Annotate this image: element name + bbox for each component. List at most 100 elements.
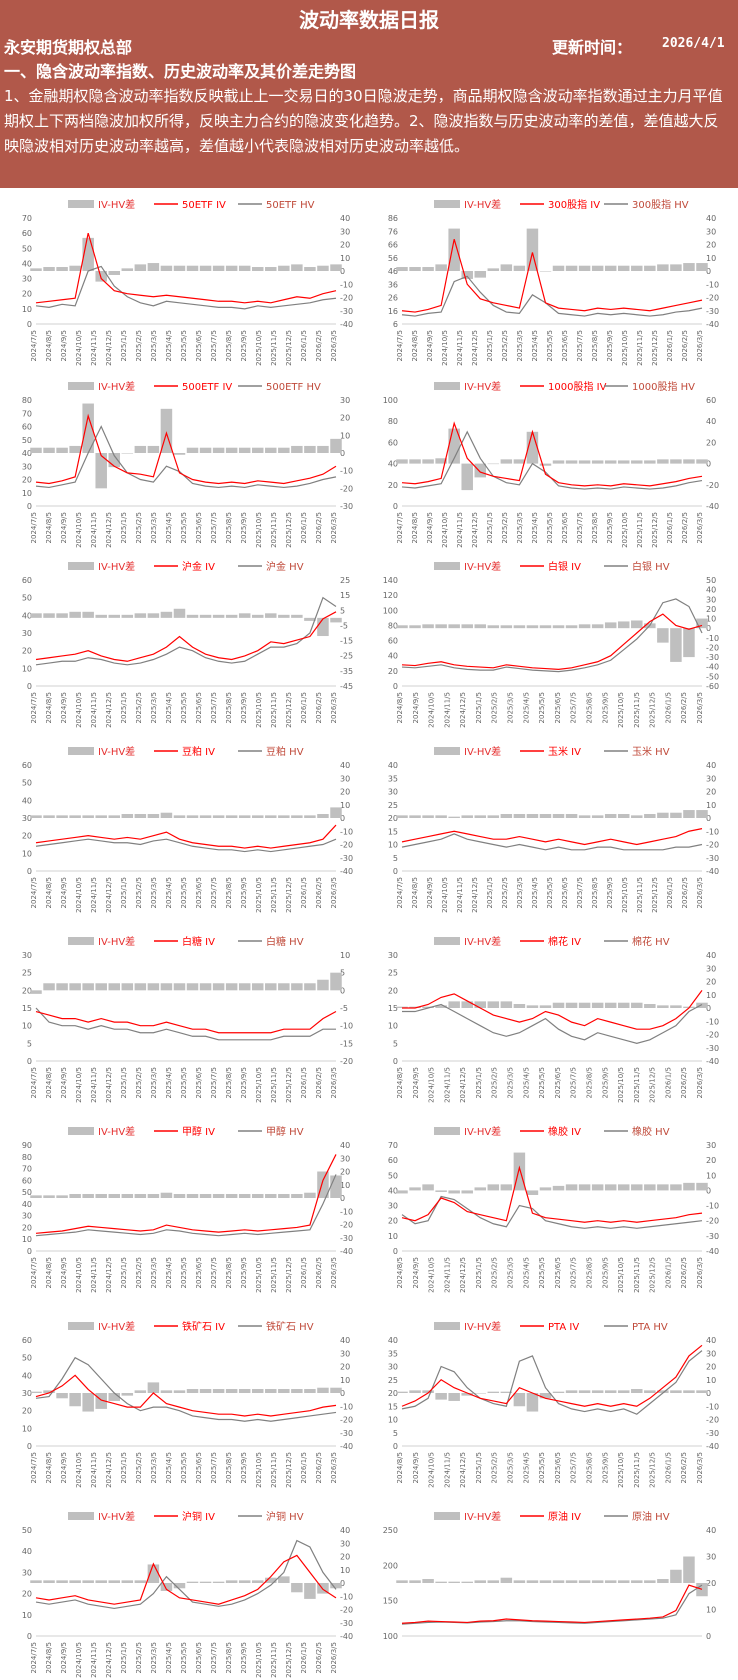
- iv-line: [401, 239, 703, 313]
- diff-bar: [304, 617, 316, 621]
- diff-bar: [330, 617, 342, 623]
- diff-bar: [539, 271, 552, 272]
- diff-bar: [696, 1583, 708, 1597]
- left-tick-label: 40: [388, 460, 398, 469]
- x-tick-label: 2026/1/5: [666, 512, 674, 543]
- right-tick-label: -30: [706, 307, 719, 316]
- right-tick-label: -30: [340, 1234, 353, 1243]
- diff-bar: [147, 983, 160, 991]
- legend-diff-swatch: [434, 937, 460, 945]
- right-tick-label: -20: [706, 841, 719, 850]
- diff-bar: [539, 1187, 552, 1191]
- right-tick-label: -40: [706, 867, 719, 876]
- diff-bar: [212, 815, 225, 818]
- update-time-label: 更新时间：: [552, 38, 633, 57]
- right-tick-label: 60: [706, 396, 716, 405]
- right-tick-label: 40: [340, 1141, 350, 1150]
- iv-line: [401, 1344, 703, 1407]
- diff-bar: [291, 1194, 303, 1198]
- diff-bar: [173, 265, 186, 271]
- x-tick-label: 2025/9/5: [601, 1257, 609, 1288]
- x-tick-label: 2025/10/5: [255, 330, 263, 366]
- diff-bar: [251, 1580, 264, 1583]
- x-tick-label: 2025/8/5: [225, 1067, 233, 1098]
- diff-bar: [696, 618, 708, 629]
- diff-bar: [278, 1389, 290, 1393]
- left-tick-label: 250: [383, 1526, 398, 1535]
- x-tick-label: 2025/9/5: [606, 330, 614, 361]
- diff-bar: [173, 1583, 186, 1589]
- right-tick-label: 10: [706, 1606, 716, 1615]
- diff-bar: [683, 459, 695, 464]
- right-tick-label: 0: [340, 1579, 345, 1588]
- diff-bar: [173, 453, 186, 455]
- vol-chart-13: IV-HV差 铁矿石 IV 铁矿石 HV 0 10 20 30 40 50 60 40 30 20 10 0…: [22, 1320, 353, 1488]
- diff-bar: [552, 625, 565, 629]
- x-tick-label: 2025/9/5: [240, 692, 248, 723]
- x-tick-label: 2025/4/5: [165, 1257, 173, 1288]
- diff-bar: [160, 611, 173, 618]
- left-tick-label: 5: [27, 1039, 32, 1048]
- diff-bar: [487, 1391, 500, 1393]
- diff-bar: [304, 983, 316, 991]
- diff-bar: [291, 1389, 303, 1393]
- left-tick-label: 20: [22, 476, 32, 485]
- diff-bar: [69, 815, 81, 818]
- legend-diff-swatch: [68, 562, 94, 570]
- right-tick-label: 30: [340, 1154, 350, 1163]
- x-tick-label: 2025/3/5: [150, 1642, 158, 1673]
- left-tick-label: 20: [22, 1590, 32, 1599]
- diff-bar: [173, 1390, 186, 1393]
- x-tick-label: 2024/8/5: [396, 1067, 404, 1098]
- left-tick-label: 50: [22, 244, 32, 253]
- hv-line: [35, 1174, 337, 1237]
- legend-diff-label: IV-HV差: [464, 935, 501, 948]
- right-tick-label: -20: [706, 481, 719, 490]
- diff-bar: [657, 459, 669, 464]
- diff-bar: [644, 460, 656, 464]
- left-tick-label: 10: [388, 1022, 398, 1031]
- right-tick-label: 5: [340, 606, 345, 615]
- diff-bar: [526, 1005, 539, 1008]
- diff-bar: [147, 814, 160, 818]
- right-tick-label: 20: [340, 788, 350, 797]
- diff-bar: [604, 1184, 617, 1191]
- x-tick-label: 2025/7/5: [210, 1452, 218, 1483]
- left-tick-label: 36: [388, 280, 398, 289]
- diff-bar: [422, 1390, 434, 1393]
- diff-bar: [487, 815, 500, 818]
- left-tick-label: 66: [388, 241, 398, 250]
- diff-bar: [696, 1390, 708, 1393]
- diff-bar: [657, 1184, 669, 1191]
- right-tick-label: 10: [340, 1566, 350, 1575]
- left-tick-label: 16: [388, 307, 398, 316]
- legend-diff-swatch: [434, 747, 460, 755]
- chart-legend: IV-HV差 PTA IV PTA HV: [434, 1320, 668, 1333]
- x-tick-label: 2025/2/5: [135, 330, 143, 361]
- diff-bar: [30, 1391, 42, 1393]
- left-tick-label: 40: [388, 1186, 398, 1195]
- diff-bar: [291, 445, 303, 453]
- hv-line: [35, 596, 337, 666]
- diff-bar: [291, 264, 303, 271]
- diff-bar: [82, 611, 94, 618]
- section-title: 一、隐含波动率指数、历史波动率及其价差走势图: [4, 62, 357, 81]
- left-tick-label: 60: [388, 1156, 398, 1165]
- legend-hv-label: 玉米 HV: [632, 745, 670, 758]
- left-tick-label: 25: [388, 801, 398, 810]
- x-tick-label: 2025/6/5: [195, 512, 203, 543]
- right-tick-label: 20: [340, 414, 350, 423]
- right-tick-label: 10: [340, 951, 350, 960]
- x-tick-label: 2025/8/5: [585, 1452, 593, 1483]
- diff-bar: [95, 271, 107, 282]
- diff-bar: [565, 1184, 578, 1191]
- diff-bar: [422, 1184, 434, 1191]
- x-tick-label: 2026/1/5: [664, 1257, 672, 1288]
- iv-line: [401, 828, 703, 846]
- left-tick-label: 100: [383, 606, 398, 615]
- x-tick-label: 2026/2/5: [315, 877, 323, 908]
- diff-bar: [186, 1581, 199, 1583]
- x-tick-label: 2025/11/5: [633, 1067, 641, 1103]
- diff-bar: [56, 447, 68, 453]
- vol-chart-8: IV-HV差 玉米 IV 玉米 HV 0 5 10 15 20 25 30 35 40 40 30 20 10…: [388, 745, 719, 913]
